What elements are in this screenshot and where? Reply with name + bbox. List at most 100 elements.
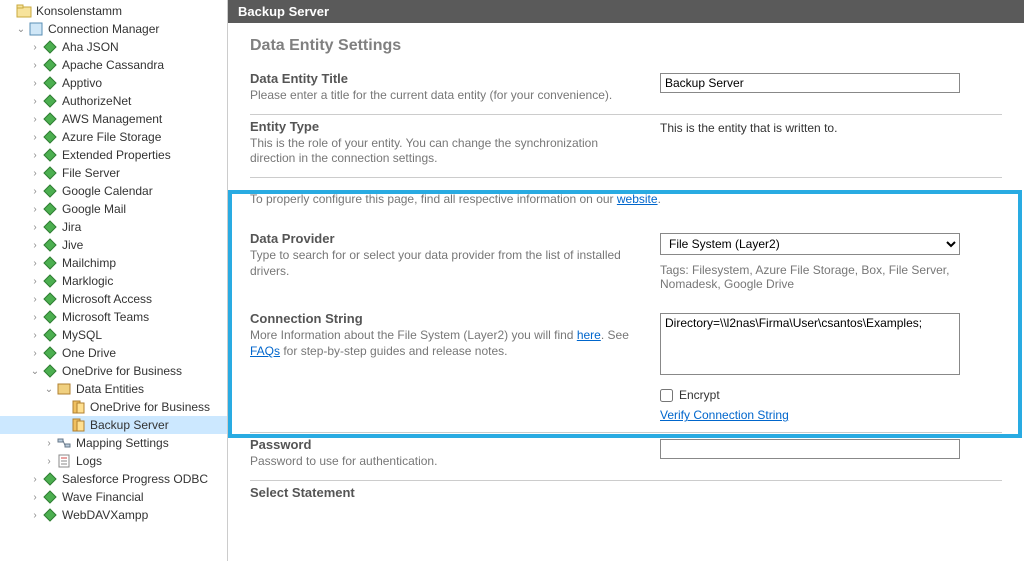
field-title: Password xyxy=(250,437,640,452)
expander-icon[interactable]: › xyxy=(28,114,42,125)
connector-icon xyxy=(42,39,58,55)
tree-item[interactable]: › Aha JSON xyxy=(0,38,227,56)
here-link[interactable]: here xyxy=(577,328,601,342)
expander-icon[interactable]: › xyxy=(28,96,42,107)
connector-icon xyxy=(42,147,58,163)
tree-item[interactable]: ›Microsoft Teams xyxy=(0,308,227,326)
expander-icon[interactable]: › xyxy=(28,78,42,89)
expander-icon[interactable]: › xyxy=(28,312,42,323)
connector-icon xyxy=(42,273,58,289)
tree-item[interactable]: ›Mailchimp xyxy=(0,254,227,272)
tree-item[interactable]: ›One Drive xyxy=(0,344,227,362)
tree-item[interactable]: › Azure File Storage xyxy=(0,128,227,146)
entities-icon xyxy=(56,381,72,397)
cs-mid: . See xyxy=(601,328,629,342)
expander-icon[interactable]: › xyxy=(42,456,56,467)
tree-connection-manager[interactable]: ⌄ Connection Manager xyxy=(0,20,227,38)
expander-icon[interactable]: › xyxy=(28,492,42,503)
tree-data-entities[interactable]: ⌄ Data Entities xyxy=(0,380,227,398)
expander-icon[interactable]: ⌄ xyxy=(14,24,28,35)
tree-onedrive-business[interactable]: ⌄ OneDrive for Business xyxy=(0,362,227,380)
field-desc: Type to search for or select your data p… xyxy=(250,248,640,279)
connector-icon xyxy=(42,165,58,181)
tree-item[interactable]: ›WebDAVXampp xyxy=(0,506,227,524)
connector-icon xyxy=(42,219,58,235)
expander-icon[interactable]: › xyxy=(28,474,42,485)
tree-item[interactable]: ›Microsoft Access xyxy=(0,290,227,308)
expander-icon[interactable]: › xyxy=(28,240,42,251)
tree-item[interactable]: ›Jive xyxy=(0,236,227,254)
expander-icon[interactable]: › xyxy=(28,222,42,233)
connector-icon xyxy=(42,129,58,145)
tree-item[interactable]: ›MySQL xyxy=(0,326,227,344)
tree-item[interactable]: › Jira xyxy=(0,218,227,236)
cs-post: for step-by-step guides and release note… xyxy=(280,344,507,358)
tree-item[interactable]: ›Wave Financial xyxy=(0,488,227,506)
connector-icon xyxy=(42,291,58,307)
tree-item[interactable]: › Salesforce Progress ODBC xyxy=(0,470,227,488)
expander-icon[interactable]: › xyxy=(28,294,42,305)
expander-icon[interactable]: › xyxy=(28,60,42,71)
tree-label: OneDrive for Business xyxy=(60,364,182,378)
expander-icon[interactable]: › xyxy=(28,168,42,179)
tree-item[interactable]: ›Google Calendar xyxy=(0,182,227,200)
cs-pre: More Information about the File System (… xyxy=(250,328,577,342)
section-header: Data Entity Settings xyxy=(250,37,1002,55)
expander-icon[interactable]: › xyxy=(28,150,42,161)
tree-item[interactable]: ›Google Mail xyxy=(0,200,227,218)
tree-label: Marklogic xyxy=(60,274,113,288)
tree-entity-backup-server[interactable]: Backup Server xyxy=(0,416,227,434)
tree-entity-onedrive[interactable]: OneDrive for Business xyxy=(0,398,227,416)
connector-icon xyxy=(42,507,58,523)
row-entity-title: Data Entity Title Please enter a title f… xyxy=(250,67,1002,115)
tree-label: Jira xyxy=(60,220,81,234)
tree-item[interactable]: › Apache Cassandra xyxy=(0,56,227,74)
connector-icon xyxy=(42,255,58,271)
main-panel: Backup Server Data Entity Settings Data … xyxy=(228,0,1024,561)
tree-item[interactable]: ›Apptivo xyxy=(0,74,227,92)
website-link[interactable]: website xyxy=(617,192,658,206)
tree-root[interactable]: Konsolenstamm xyxy=(0,2,227,20)
tree-label: Aha JSON xyxy=(60,40,119,54)
expander-icon[interactable]: ⌄ xyxy=(42,384,56,395)
row-info: To properly configure this page, find al… xyxy=(250,178,1002,228)
expander-icon[interactable]: › xyxy=(28,204,42,215)
expander-icon[interactable]: › xyxy=(28,186,42,197)
field-desc: More Information about the File System (… xyxy=(250,328,640,359)
connector-icon xyxy=(42,327,58,343)
tree-logs[interactable]: › Logs xyxy=(0,452,227,470)
provider-tags: Tags: Filesystem, Azure File Storage, Bo… xyxy=(660,263,960,291)
faqs-link[interactable]: FAQs xyxy=(250,344,280,358)
tree-item[interactable]: ›AuthorizeNet xyxy=(0,92,227,110)
encrypt-checkbox[interactable] xyxy=(660,389,673,402)
expander-icon[interactable]: › xyxy=(28,42,42,53)
field-title: Data Entity Title xyxy=(250,71,640,86)
data-provider-select[interactable]: File System (Layer2) xyxy=(660,233,960,255)
row-connection-string: Connection String More Information about… xyxy=(250,301,1002,433)
expander-icon[interactable]: ⌄ xyxy=(28,366,42,377)
expander-icon[interactable]: › xyxy=(28,132,42,143)
password-input[interactable] xyxy=(660,439,960,459)
connection-string-textarea[interactable]: Directory=\\l2nas\Firma\User\csantos\Exa… xyxy=(660,313,960,375)
tree-mapping-settings[interactable]: › Mapping Settings xyxy=(0,434,227,452)
verify-link[interactable]: Verify Connection String xyxy=(660,408,789,422)
tree-label: Azure File Storage xyxy=(60,130,161,144)
tree-item[interactable]: ›File Server xyxy=(0,164,227,182)
field-desc: This is the role of your entity. You can… xyxy=(250,136,640,167)
tree-item[interactable]: › Marklogic xyxy=(0,272,227,290)
content-area: Data Entity Settings Data Entity Title P… xyxy=(228,23,1024,561)
tree-item[interactable]: ›AWS Management xyxy=(0,110,227,128)
manager-icon xyxy=(28,21,44,37)
expander-icon[interactable]: › xyxy=(28,258,42,269)
expander-icon[interactable]: › xyxy=(28,348,42,359)
encrypt-label: Encrypt xyxy=(679,388,720,402)
connector-icon xyxy=(42,237,58,253)
entity-title-input[interactable] xyxy=(660,73,960,93)
tree-label: Salesforce Progress ODBC xyxy=(60,472,208,486)
expander-icon[interactable]: › xyxy=(28,510,42,521)
expander-icon[interactable]: › xyxy=(28,276,42,287)
expander-icon[interactable]: › xyxy=(28,330,42,341)
expander-icon[interactable]: › xyxy=(42,438,56,449)
tree-item[interactable]: ›Extended Properties xyxy=(0,146,227,164)
tree-label: Apache Cassandra xyxy=(60,58,164,72)
